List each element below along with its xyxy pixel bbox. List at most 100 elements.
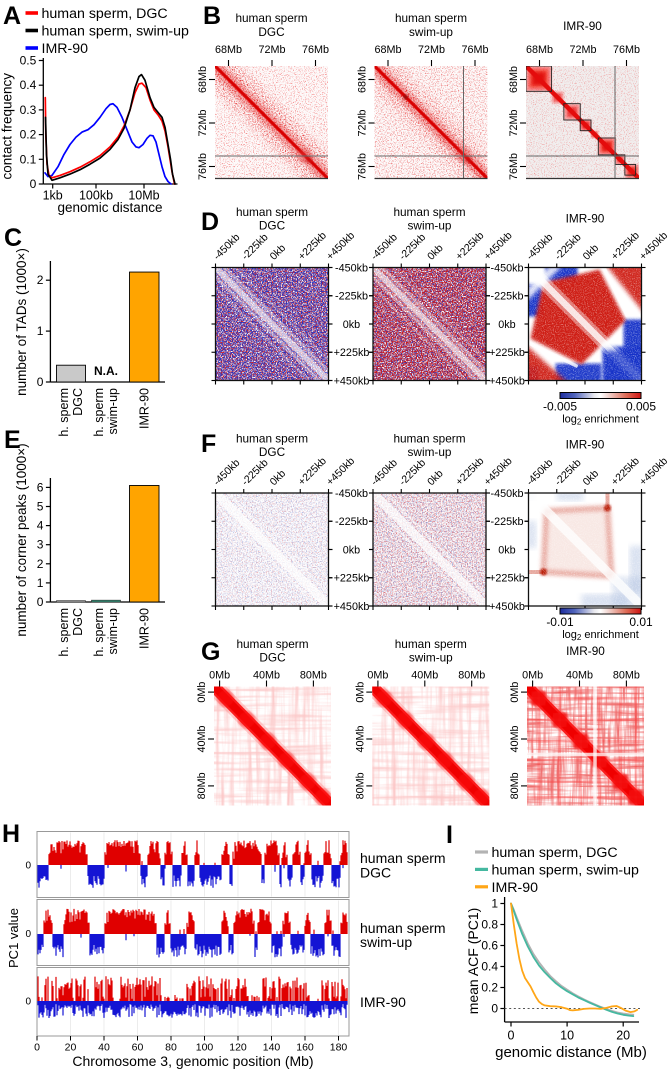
svg-text:swim-up: swim-up (409, 25, 453, 39)
svg-text:log2 enrichment: log2 enrichment (562, 414, 639, 427)
svg-text:60: 60 (132, 1042, 144, 1054)
svg-text:-225kb: -225kb (490, 516, 523, 528)
svg-text:genomic distance (Mb): genomic distance (Mb) (495, 1044, 647, 1061)
svg-text:H: H (2, 820, 20, 848)
svg-text:40Mb: 40Mb (253, 670, 280, 682)
svg-text:0: 0 (37, 595, 44, 609)
svg-text:human sperm, DGC: human sperm, DGC (492, 845, 618, 861)
svg-text:-225kb: -225kb (335, 291, 368, 303)
svg-text:-225kb: -225kb (490, 291, 523, 303)
svg-text:E: E (4, 426, 21, 454)
svg-text:0.005: 0.005 (626, 400, 656, 414)
svg-text:-225kb: -225kb (397, 457, 428, 488)
svg-text:0.4: 0.4 (20, 78, 37, 92)
svg-text:PC1 value: PC1 value (6, 908, 21, 968)
svg-text:180: 180 (330, 1042, 348, 1054)
svg-text:N.A.: N.A. (94, 364, 118, 378)
svg-text:3: 3 (37, 538, 44, 552)
svg-text:+450kb: +450kb (482, 455, 515, 488)
svg-text:-450kb: -450kb (211, 231, 242, 262)
svg-text:40Mb: 40Mb (411, 670, 438, 682)
svg-text:0Mb: 0Mb (509, 682, 521, 703)
svg-text:0Mb: 0Mb (522, 670, 543, 682)
svg-text:0: 0 (508, 1029, 515, 1043)
svg-text:-450kb: -450kb (211, 457, 242, 488)
svg-text:+225kb: +225kb (296, 455, 329, 488)
svg-text:IMR-90: IMR-90 (566, 644, 605, 658)
svg-text:68Mb: 68Mb (526, 44, 553, 56)
svg-text:-0.005: -0.005 (543, 400, 577, 414)
svg-text:human sperm: human sperm (235, 11, 307, 25)
svg-text:0: 0 (37, 375, 44, 389)
svg-text:-450kb: -450kb (369, 457, 400, 488)
svg-text:-0.01: -0.01 (546, 615, 574, 629)
svg-text:1: 1 (37, 576, 44, 590)
svg-text:+450kb: +450kb (334, 601, 370, 613)
svg-text:+450kb: +450kb (637, 229, 667, 262)
svg-text:swim-up: swim-up (360, 934, 412, 950)
svg-text:40Mb: 40Mb (509, 725, 521, 752)
svg-text:0: 0 (491, 1002, 498, 1016)
svg-text:80: 80 (165, 1042, 177, 1054)
svg-text:0: 0 (34, 1042, 40, 1054)
svg-text:0: 0 (25, 997, 31, 1008)
svg-text:+225kb: +225kb (609, 229, 642, 262)
svg-text:-225kb: -225kb (335, 516, 368, 528)
svg-text:IMR-90: IMR-90 (42, 41, 89, 57)
svg-text:0: 0 (25, 861, 31, 872)
svg-text:-450kb: -450kb (490, 488, 523, 500)
svg-text:72Mb: 72Mb (197, 109, 209, 136)
svg-text:0.6: 0.6 (481, 939, 498, 953)
svg-text:+450kb: +450kb (324, 229, 357, 262)
svg-text:human sperm: human sperm (393, 205, 465, 219)
svg-text:number of corner peaks (1000×): number of corner peaks (1000×) (14, 443, 29, 636)
svg-text:human sperm, swim-up: human sperm, swim-up (42, 24, 190, 40)
svg-text:100: 100 (196, 1042, 214, 1054)
svg-text:DGC: DGC (259, 651, 286, 665)
svg-text:F: F (201, 430, 216, 458)
svg-text:0Mb: 0Mb (354, 682, 366, 703)
svg-text:80Mb: 80Mb (613, 670, 640, 682)
svg-text:+225kb: +225kb (489, 573, 525, 585)
svg-text:-450kb: -450kb (524, 457, 555, 488)
svg-text:-450kb: -450kb (335, 488, 368, 500)
svg-text:IMR-90: IMR-90 (360, 994, 406, 1010)
svg-text:swim-up: swim-up (106, 388, 120, 435)
svg-text:-450kb: -450kb (524, 231, 555, 262)
svg-text:+225kb: +225kb (609, 455, 642, 488)
svg-text:20: 20 (65, 1042, 77, 1054)
svg-text:0Mb: 0Mb (367, 670, 388, 682)
svg-text:40Mb: 40Mb (566, 670, 593, 682)
svg-text:0Mb: 0Mb (196, 682, 208, 703)
svg-text:120: 120 (229, 1042, 247, 1054)
svg-text:IMR-90: IMR-90 (138, 608, 152, 649)
svg-text:76Mb: 76Mb (302, 44, 329, 56)
svg-text:5: 5 (37, 500, 44, 514)
svg-text:80Mb: 80Mb (509, 772, 521, 799)
svg-text:-225kb: -225kb (397, 231, 428, 262)
svg-text:80Mb: 80Mb (354, 772, 366, 799)
svg-text:+225kb: +225kb (334, 347, 370, 359)
svg-text:10Mb: 10Mb (128, 189, 159, 203)
svg-text:1: 1 (37, 324, 44, 338)
svg-text:DGC: DGC (259, 219, 286, 233)
svg-text:DGC: DGC (259, 445, 286, 459)
svg-text:IMR-90: IMR-90 (492, 880, 539, 896)
svg-text:number of TADs (1000×): number of TADs (1000×) (14, 248, 29, 396)
svg-text:Chromosome 3, genomic position: Chromosome 3, genomic position (Mb) (72, 1053, 313, 1069)
svg-text:+450kb: +450kb (489, 601, 525, 613)
svg-text:40: 40 (98, 1042, 110, 1054)
svg-text:0Mb: 0Mb (209, 670, 230, 682)
svg-text:h. sperm: h. sperm (92, 608, 106, 657)
svg-text:IMR-90: IMR-90 (563, 19, 602, 33)
svg-text:0kb: 0kb (343, 544, 360, 556)
svg-text:DGC: DGC (71, 388, 85, 416)
svg-text:40Mb: 40Mb (354, 725, 366, 752)
svg-text:human sperm: human sperm (236, 432, 308, 446)
svg-text:0kb: 0kb (581, 468, 602, 489)
svg-text:0.5: 0.5 (20, 54, 37, 68)
svg-text:IMR-90: IMR-90 (566, 438, 605, 452)
svg-text:swim-up: swim-up (106, 608, 120, 655)
svg-text:D: D (201, 208, 219, 236)
svg-text:mean ACF (PC1): mean ACF (PC1) (465, 908, 481, 1015)
